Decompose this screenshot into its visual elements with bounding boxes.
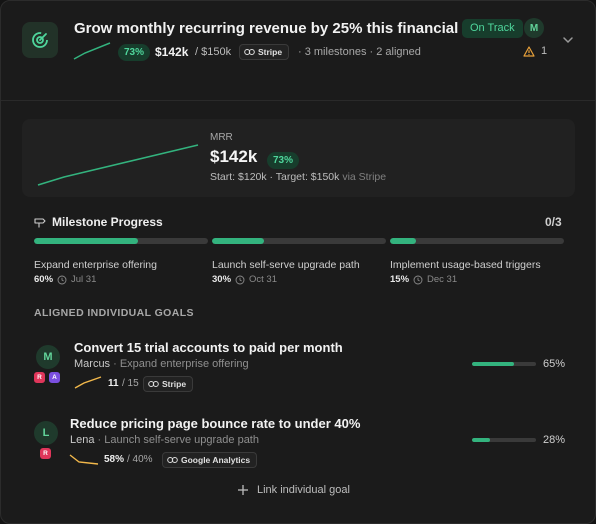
aligned-goal-progress-bar bbox=[472, 362, 536, 366]
aligned-goal-current: 58% bbox=[104, 454, 125, 465]
signpost-icon bbox=[34, 217, 46, 227]
milestone-count: 0/3 bbox=[545, 215, 562, 229]
milestone-meta: 60% Jul 31 bbox=[34, 274, 96, 285]
aligned-goal-percent: 28% bbox=[543, 434, 566, 446]
avatar: M bbox=[36, 345, 60, 369]
milestone-name[interactable]: Expand enterprise offering bbox=[34, 259, 157, 271]
source-chip[interactable]: Stripe bbox=[239, 44, 290, 60]
aligned-goal-progress-fill bbox=[472, 438, 490, 442]
link-individual-goal-button[interactable]: Link individual goal bbox=[237, 484, 350, 496]
link-individual-goal-label: Link individual goal bbox=[257, 484, 350, 496]
aligned-goal-progress-fill bbox=[472, 362, 514, 366]
source-label: Stripe bbox=[258, 47, 283, 57]
current-value: $142k bbox=[155, 45, 189, 59]
aligned-goal-owner: Marcus bbox=[74, 358, 111, 370]
milestone-heading-label: Milestone Progress bbox=[52, 215, 163, 229]
aligned-goal-title: Reduce pricing page bounce rate to under… bbox=[70, 416, 361, 431]
goal-title: Grow monthly recurring revenue by 25% th… bbox=[74, 20, 494, 37]
warning-icon bbox=[523, 45, 535, 57]
source-chip[interactable]: Google Analytics bbox=[162, 452, 258, 468]
metric-start-target: Start: $120k · Target: $150k bbox=[210, 171, 340, 183]
tag-badge: A bbox=[49, 372, 60, 383]
aligned-goal-progress-bar bbox=[472, 438, 536, 442]
metric-sparkline bbox=[37, 144, 199, 186]
aligned-goal-target: / 40% bbox=[127, 454, 153, 465]
metric-badge: 73% bbox=[267, 152, 300, 169]
metric-panel: MRR $142k 73% Start: $120k · Target: $15… bbox=[22, 119, 575, 197]
aligned-goal-current: 11 bbox=[108, 378, 119, 389]
milestone-percent: 15% bbox=[390, 274, 410, 285]
aligned-goal-parent: · Expand enterprise offering bbox=[113, 358, 249, 370]
source-label: Stripe bbox=[162, 379, 187, 389]
clock-icon bbox=[413, 275, 423, 284]
link-icon bbox=[244, 49, 255, 55]
target-icon bbox=[22, 22, 58, 58]
chevron-down-icon[interactable] bbox=[561, 33, 575, 47]
milestone-percent: 60% bbox=[34, 274, 54, 285]
aligned-goal-sub: Marcus · Expand enterprise offering bbox=[74, 358, 249, 370]
tag-badge: R bbox=[40, 448, 51, 459]
milestone-percent: 30% bbox=[212, 274, 232, 285]
milestone-name[interactable]: Launch self-serve upgrade path bbox=[212, 259, 360, 271]
clock-icon bbox=[57, 275, 67, 284]
metric-label: MRR bbox=[210, 132, 233, 143]
milestone-date: Dec 31 bbox=[427, 274, 458, 285]
aligned-goal-title: Convert 15 trial accounts to paid per mo… bbox=[74, 340, 343, 355]
milestone-progress-fill bbox=[34, 238, 139, 244]
progress-badge: 73% bbox=[118, 44, 151, 61]
milestone-progress-bar bbox=[34, 238, 208, 244]
milestone-meta: 30% Oct 31 bbox=[212, 274, 277, 285]
milestone-date: Jul 31 bbox=[71, 274, 97, 285]
metric-source: via Stripe bbox=[342, 171, 387, 183]
milestone-heading: Milestone Progress bbox=[34, 215, 163, 229]
avatar: L bbox=[34, 421, 58, 445]
sparkline-icon bbox=[74, 376, 102, 389]
aligned-goal-sub: Lena · Launch self-serve upgrade path bbox=[70, 434, 259, 446]
milestone-progress-bar bbox=[390, 238, 564, 244]
warning-count[interactable]: 1 bbox=[523, 45, 547, 57]
clock-icon bbox=[235, 275, 245, 284]
link-icon bbox=[148, 381, 159, 387]
metric-info: Start: $120k · Target: $150k via Stripe bbox=[210, 171, 386, 183]
milestone-date: Oct 31 bbox=[249, 274, 278, 285]
aligned-goal-parent: · Launch self-serve upgrade path bbox=[97, 434, 259, 446]
goal-header[interactable]: Grow monthly recurring revenue by 25% th… bbox=[1, 1, 595, 101]
target-value: / $150k bbox=[195, 46, 232, 58]
aligned-goal-owner: Lena bbox=[70, 434, 95, 446]
status-badge: On Track bbox=[462, 19, 523, 38]
owner-avatar[interactable]: M bbox=[524, 18, 544, 38]
milestone-progress-bar bbox=[212, 238, 386, 244]
sparkline-icon bbox=[69, 454, 99, 465]
source-label: Google Analytics bbox=[181, 455, 251, 465]
milestone-progress-fill bbox=[212, 238, 265, 244]
aligned-goal-target: / 15 bbox=[122, 378, 139, 389]
plus-icon bbox=[238, 485, 248, 495]
warning-count-label: 1 bbox=[541, 45, 548, 57]
aligned-goal-percent: 65% bbox=[543, 358, 566, 370]
metric-value: $142k bbox=[210, 147, 258, 166]
goal-meta: · 3 milestones · 2 aligned bbox=[298, 46, 421, 58]
milestone-meta: 15% Dec 31 bbox=[390, 274, 457, 285]
milestone-progress-fill bbox=[390, 238, 417, 244]
milestone-name[interactable]: Implement usage-based triggers bbox=[390, 259, 541, 271]
source-chip[interactable]: Stripe bbox=[143, 376, 194, 392]
sparkline-icon bbox=[73, 42, 111, 60]
tag-badge: R bbox=[34, 372, 45, 383]
link-icon bbox=[167, 457, 178, 463]
aligned-heading: ALIGNED INDIVIDUAL GOALS bbox=[34, 307, 194, 319]
